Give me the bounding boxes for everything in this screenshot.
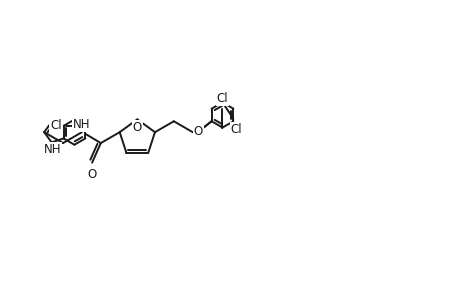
Text: NH: NH [73,118,90,131]
Text: O: O [87,168,96,181]
Text: O: O [193,125,202,138]
Text: NH: NH [44,143,61,156]
Text: Cl: Cl [50,119,62,132]
Text: Cl: Cl [216,92,228,105]
Text: Cl: Cl [230,123,241,136]
Text: O: O [132,121,142,134]
